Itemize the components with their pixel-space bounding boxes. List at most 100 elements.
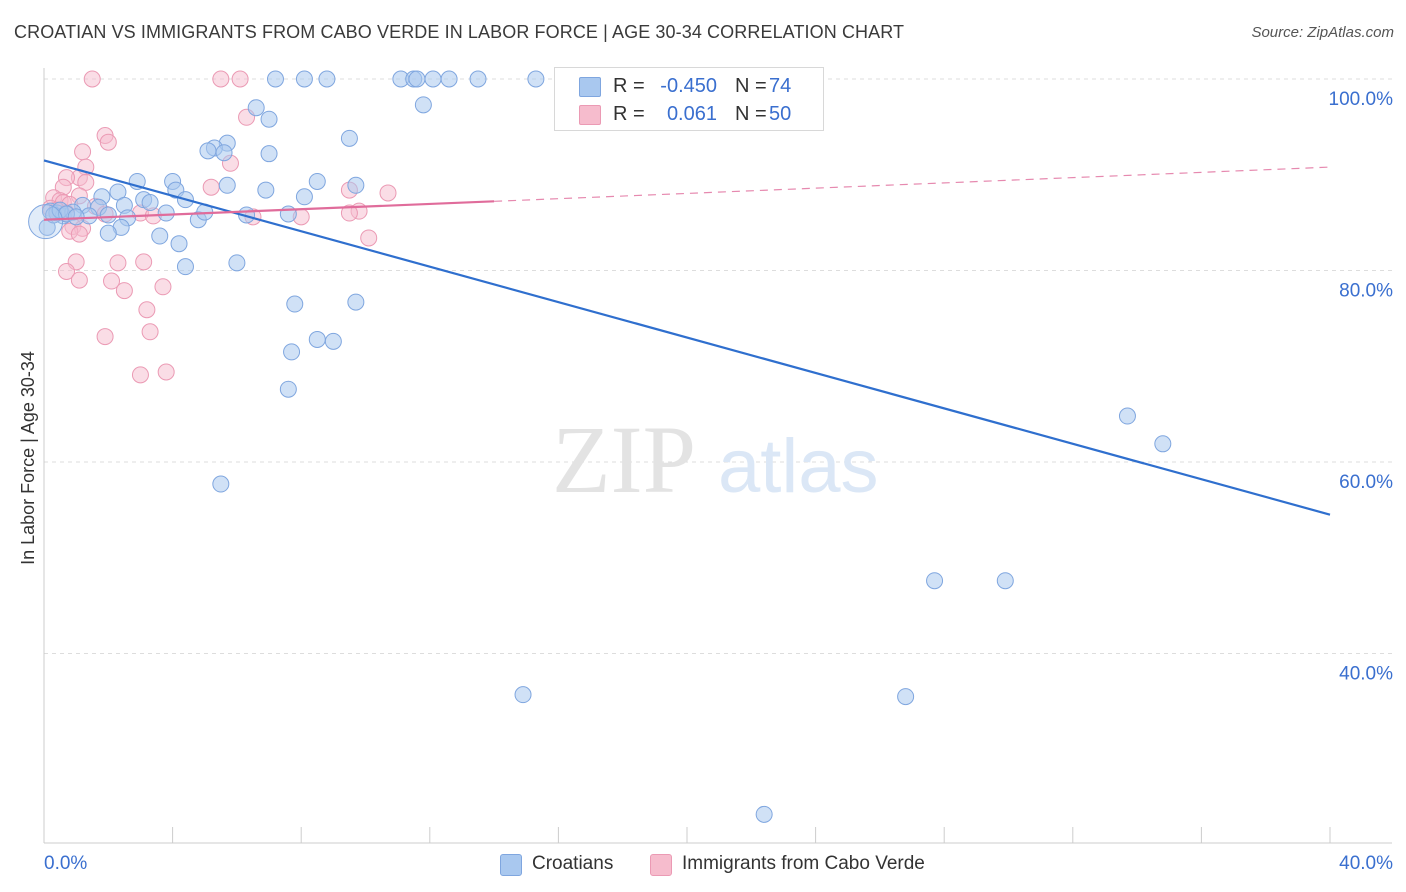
legend-row-cabo-verde: R = 0.061 N = 50 (555, 100, 823, 128)
point-croatians (340, 129, 358, 147)
point-croatians (408, 70, 426, 88)
trend-lines (43, 159, 1331, 516)
watermark-zip: ZIP (552, 406, 696, 513)
point-croatians (324, 332, 342, 350)
point-croatians (996, 572, 1014, 590)
point-croatians (157, 204, 175, 222)
point-cabo-verde (58, 262, 76, 280)
point-croatians (926, 572, 944, 590)
point-croatians (141, 194, 159, 212)
point-cabo-verde (212, 70, 230, 88)
point-cabo-verde (154, 278, 172, 296)
point-croatians (283, 343, 301, 361)
point-cabo-verde (74, 143, 92, 161)
point-croatians (347, 176, 365, 194)
point-croatians (99, 224, 117, 242)
point-croatians (295, 70, 313, 88)
point-croatians (279, 380, 297, 398)
point-croatians (257, 181, 275, 199)
y-tick-label: 100.0% (1329, 89, 1394, 110)
point-cabo-verde (115, 282, 133, 300)
point-croatians (260, 145, 278, 163)
y-tick-label: 40.0% (1339, 664, 1393, 685)
axes (43, 68, 1392, 844)
point-croatians (347, 293, 365, 311)
point-cabo-verde (202, 178, 220, 196)
legend-r-value: 0.061 (666, 103, 717, 125)
legend-n-label: N = (735, 75, 767, 97)
point-croatians (527, 70, 545, 88)
point-cabo-verde (70, 225, 88, 243)
trend-line-cabo-verde-extension (494, 166, 1331, 202)
legend-swatch-croatians (500, 854, 522, 876)
point-croatians (212, 475, 230, 493)
point-croatians (215, 144, 233, 162)
legend-n-value: 50 (769, 103, 792, 125)
point-croatians (897, 688, 915, 706)
point-croatians (286, 295, 304, 313)
point-cabo-verde (340, 204, 358, 222)
chart-title: CROATIAN VS IMMIGRANTS FROM CABO VERDE I… (14, 22, 905, 42)
point-croatians (1118, 407, 1136, 425)
point-croatians (755, 805, 773, 823)
legend-n-value: 74 (769, 75, 792, 97)
point-croatians (199, 142, 217, 160)
point-croatians (266, 70, 284, 88)
legend-label-cabo-verde: Immigrants from Cabo Verde (682, 853, 925, 874)
point-cabo-verde (70, 271, 88, 289)
point-croatians (218, 176, 236, 194)
point-croatians-cluster (28, 204, 64, 240)
watermark-atlas: atlas (718, 424, 879, 509)
point-cabo-verde (131, 366, 149, 384)
point-croatians (247, 99, 265, 117)
point-cabo-verde (360, 229, 378, 247)
legend-swatch-cabo-verde (650, 854, 672, 876)
series-legend: Croatians Immigrants from Cabo Verde (0, 852, 1406, 878)
points-croatians (28, 70, 1172, 823)
point-croatians (151, 227, 169, 245)
trend-line-cabo-verde (43, 200, 495, 221)
y-axis-label: In Labor Force | Age 30-34 (18, 351, 38, 565)
trend-line-croatians (43, 159, 1331, 516)
point-croatians (260, 110, 278, 128)
y-tick-label: 80.0% (1339, 281, 1393, 302)
legend-swatch-cabo-verde (579, 105, 601, 125)
point-croatians (414, 96, 432, 114)
legend-r-label: R = (613, 75, 645, 97)
point-croatians (170, 235, 188, 253)
point-croatians (424, 70, 442, 88)
legend-swatch-croatians (579, 77, 601, 97)
tick-labels: 40.0% 60.0% 80.0% 100.0% 0.0% 40.0% (44, 89, 1393, 874)
point-croatians (308, 172, 326, 190)
point-cabo-verde (141, 323, 159, 341)
point-cabo-verde (135, 253, 153, 271)
point-croatians (228, 254, 246, 272)
point-cabo-verde (231, 70, 249, 88)
legend-n-label: N = (735, 103, 767, 125)
point-cabo-verde (157, 363, 175, 381)
point-cabo-verde (109, 254, 127, 272)
point-croatians (514, 686, 532, 704)
point-croatians (469, 70, 487, 88)
point-cabo-verde (99, 133, 117, 151)
point-croatians (279, 205, 297, 223)
point-croatians (440, 70, 458, 88)
point-croatians (295, 188, 313, 206)
legend-label-croatians: Croatians (532, 853, 614, 874)
points-cabo-verde (41, 70, 397, 384)
point-croatians (1154, 435, 1172, 453)
y-tick-label: 60.0% (1339, 472, 1393, 493)
point-croatians (176, 258, 194, 276)
gridlines (44, 78, 1392, 654)
point-cabo-verde (96, 328, 114, 346)
point-cabo-verde (379, 184, 397, 202)
x-tick-label: 0.0% (44, 853, 87, 874)
legend-row-croatians: R = -0.450 N = 74 (555, 72, 823, 100)
point-cabo-verde (103, 272, 121, 290)
stats-legend: R = -0.450 N = 74 R = 0.061 N = 50 (554, 67, 824, 131)
point-croatians (67, 208, 85, 226)
point-croatians (318, 70, 336, 88)
point-cabo-verde (138, 301, 156, 319)
point-croatians (99, 206, 117, 224)
